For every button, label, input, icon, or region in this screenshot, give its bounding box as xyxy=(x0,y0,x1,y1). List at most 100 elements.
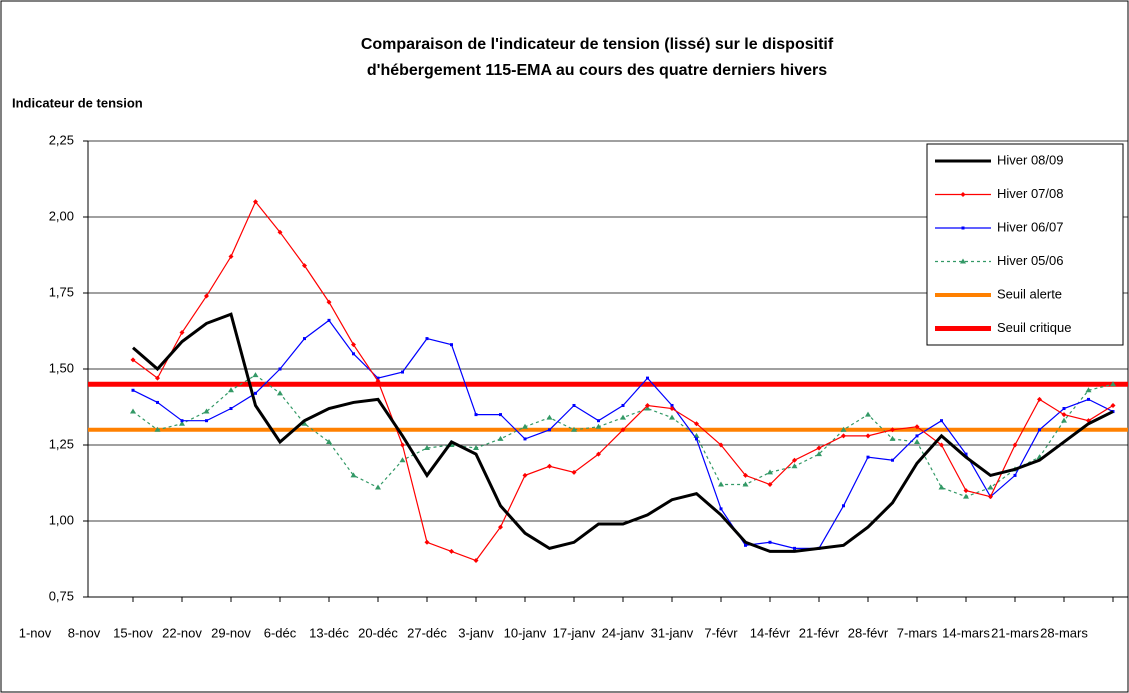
point xyxy=(425,337,429,341)
point xyxy=(228,387,234,393)
x-tick-label: 28-févr xyxy=(848,625,889,640)
point xyxy=(228,254,234,260)
x-tick-label: 27-déc xyxy=(407,625,447,640)
point xyxy=(865,433,871,439)
point xyxy=(572,403,576,407)
point xyxy=(621,403,625,407)
x-tick-label: 6-déc xyxy=(264,625,297,640)
point xyxy=(914,424,920,430)
x-tick-label: 21-mars xyxy=(991,625,1039,640)
point xyxy=(939,442,944,448)
x-tick-label: 10-janv xyxy=(504,625,547,640)
x-tick-label: 13-déc xyxy=(309,625,349,640)
point xyxy=(743,472,748,478)
x-tick-label: 21-févr xyxy=(799,625,840,640)
point xyxy=(768,540,772,544)
legend-label: Seuil alerte xyxy=(997,286,1062,301)
series-line xyxy=(132,312,1114,553)
point xyxy=(865,411,871,417)
point xyxy=(1110,402,1116,408)
point xyxy=(424,539,430,545)
legend-label: Hiver 07/08 xyxy=(997,186,1063,201)
point xyxy=(179,420,185,426)
point xyxy=(914,438,920,444)
point xyxy=(205,419,208,423)
x-tick-label: 31-janv xyxy=(651,625,694,640)
point xyxy=(400,442,405,448)
point xyxy=(546,414,553,420)
point xyxy=(327,318,331,322)
x-tick-label: 7-févr xyxy=(704,625,738,640)
point xyxy=(548,428,551,432)
point xyxy=(401,370,404,374)
point xyxy=(1013,473,1017,477)
point xyxy=(254,391,257,395)
y-tick-label: 2,25 xyxy=(49,132,74,147)
point xyxy=(473,558,479,564)
point xyxy=(375,378,381,384)
point xyxy=(131,388,135,392)
x-tick-label: 22-nov xyxy=(162,625,202,640)
y-tick-label: 1,00 xyxy=(49,512,74,527)
x-tick-label: 14-févr xyxy=(750,625,791,640)
point xyxy=(498,524,503,530)
point xyxy=(571,426,577,432)
y-tick-label: 1,25 xyxy=(49,436,74,451)
point xyxy=(1062,407,1066,411)
legend-box xyxy=(926,143,1124,346)
point xyxy=(301,420,308,426)
point xyxy=(670,403,674,407)
point xyxy=(474,413,478,417)
point xyxy=(669,414,675,420)
point xyxy=(1012,442,1018,448)
point xyxy=(816,451,822,457)
point xyxy=(277,390,283,396)
point xyxy=(522,423,528,429)
x-tick-label: 8-nov xyxy=(68,625,101,640)
point xyxy=(767,482,773,488)
point xyxy=(669,406,675,412)
y-tick-label: 2,00 xyxy=(49,208,74,223)
point xyxy=(840,426,847,432)
point xyxy=(375,484,381,490)
x-tick-label: 15-nov xyxy=(113,625,153,640)
point xyxy=(792,457,797,463)
point xyxy=(1037,396,1042,402)
point xyxy=(326,299,332,305)
y-tick-label: 0,75 xyxy=(49,588,74,603)
point xyxy=(596,451,601,457)
x-tick-label: 14-mars xyxy=(942,625,990,640)
point xyxy=(987,484,994,490)
point xyxy=(351,342,356,348)
point xyxy=(816,445,822,451)
point xyxy=(891,458,894,462)
point xyxy=(156,400,159,404)
point xyxy=(523,437,527,441)
point xyxy=(303,337,306,341)
point xyxy=(326,438,332,444)
point xyxy=(695,437,698,441)
point xyxy=(964,452,968,456)
x-tick-label: 17-janv xyxy=(553,625,596,640)
point xyxy=(694,421,699,427)
point xyxy=(620,427,626,433)
x-tick-label: 3-janv xyxy=(458,625,494,640)
point xyxy=(767,469,773,475)
point xyxy=(1038,428,1041,432)
point xyxy=(130,408,136,414)
point xyxy=(938,484,945,490)
point xyxy=(350,472,357,478)
point xyxy=(960,192,966,197)
point xyxy=(890,427,895,433)
point xyxy=(963,488,969,494)
point xyxy=(1061,417,1067,423)
point xyxy=(154,426,161,432)
y-tick-label: 1,50 xyxy=(49,360,74,375)
legend-label: Hiver 08/09 xyxy=(997,152,1063,167)
point xyxy=(302,263,307,269)
chart-title: Comparaison de l'indicateur de tension (… xyxy=(361,36,834,53)
point xyxy=(180,419,184,423)
point xyxy=(499,413,502,417)
